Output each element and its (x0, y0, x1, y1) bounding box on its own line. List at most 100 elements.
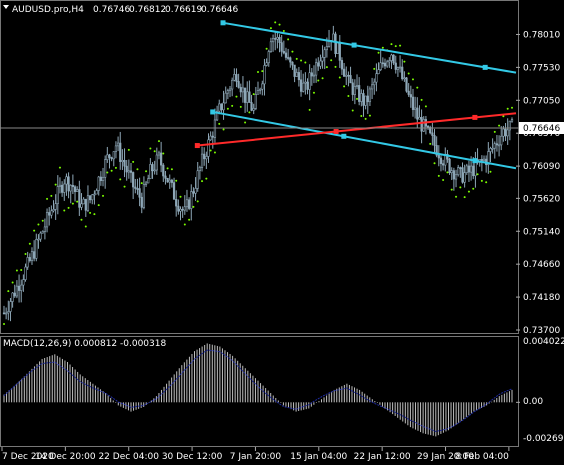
candle-body (142, 184, 146, 208)
sar-dot (265, 47, 268, 50)
candle-body (299, 79, 303, 92)
candle-body (398, 66, 402, 69)
price-pane[interactable] (0, 0, 519, 334)
sar-dot (429, 142, 432, 145)
candle-body (121, 160, 124, 162)
candle-body (510, 119, 514, 122)
sar-dot (205, 177, 208, 180)
trend-handle[interactable] (194, 143, 200, 149)
sar-dot (343, 85, 346, 88)
candle-body (480, 159, 483, 161)
candle-body (362, 93, 365, 106)
candle-body (336, 41, 339, 54)
candle-body (97, 176, 100, 191)
candle-body (364, 95, 367, 106)
candle-body (104, 159, 107, 178)
close-value: 0.76646 (201, 5, 238, 15)
trend-handle[interactable] (472, 114, 478, 120)
candle-body (166, 177, 169, 183)
candle-body (181, 208, 184, 211)
channel-upper-handle[interactable] (220, 20, 226, 26)
candle-body (293, 64, 296, 77)
candle-body (101, 176, 105, 182)
candle-body (448, 158, 451, 174)
sar-dot (300, 59, 303, 62)
sar-dot (502, 115, 505, 118)
candle-body (26, 257, 29, 268)
sar-dot (76, 200, 79, 203)
sar-dot (493, 130, 496, 133)
candle-body (414, 107, 417, 110)
sar-dot (480, 179, 483, 182)
candle-body (407, 90, 410, 95)
sar-dot (102, 194, 105, 197)
candle-body (439, 157, 443, 164)
candle-body (487, 151, 490, 166)
candle-body (80, 203, 83, 208)
time-tick-label: 22 Jan 12:00 (354, 452, 411, 462)
time-tick-label: 14 Dec 20:00 (35, 452, 96, 462)
channel-lower-handle[interactable] (210, 109, 216, 115)
sar-dot (351, 109, 354, 112)
candle-body (394, 62, 397, 70)
candle-body (125, 165, 128, 173)
sar-dot (162, 152, 165, 155)
sar-dot (37, 223, 40, 226)
sar-dot (390, 43, 393, 46)
candle-body (123, 160, 126, 167)
candle-body (28, 257, 31, 261)
drawn-lines[interactable] (194, 20, 517, 170)
candle-body (291, 61, 294, 66)
channel-lower-line[interactable] (212, 110, 517, 170)
sar-dot (261, 70, 264, 73)
channel-lower-handle[interactable] (341, 133, 347, 139)
sar-dot (489, 170, 492, 173)
candle-body (91, 194, 94, 201)
time-tick-label: 7 Jan 20:00 (230, 452, 282, 462)
candle-body (190, 191, 193, 209)
candle-body (155, 154, 158, 171)
sar-dot (321, 77, 324, 80)
candle-body (381, 62, 384, 65)
candle-body (224, 92, 227, 104)
sar-dot (58, 166, 61, 169)
sar-dot (269, 27, 272, 30)
candle-body (151, 164, 154, 172)
candle-body (319, 60, 322, 67)
candle-body (409, 94, 412, 98)
candle-body (63, 183, 66, 193)
sar-dot (136, 168, 139, 171)
sar-dot (3, 323, 5, 326)
dropdown-triangle-icon[interactable] (3, 5, 9, 9)
parabolic-sar-dots (3, 21, 513, 326)
channel-lower-handle[interactable] (472, 158, 478, 164)
sar-dot (15, 269, 18, 272)
candle-body (287, 57, 290, 59)
candle-body (401, 66, 404, 80)
sar-dot (153, 150, 156, 153)
candle-body (22, 279, 25, 286)
candle-body (465, 165, 468, 173)
trend-line[interactable] (197, 112, 517, 147)
candle-body (50, 210, 53, 216)
channel-upper-handle[interactable] (351, 42, 357, 48)
candle-body (162, 164, 165, 177)
candle-body (99, 176, 102, 182)
trend-handle[interactable] (333, 128, 339, 134)
candle-body (71, 184, 74, 188)
candle-body (433, 135, 436, 146)
channel-upper-line[interactable] (222, 21, 517, 74)
candle-body (112, 151, 115, 160)
channel-upper-handle[interactable] (482, 64, 488, 70)
macd-pane[interactable] (0, 336, 519, 447)
candle-body (265, 62, 268, 66)
candle-body (136, 188, 139, 190)
candle-body (35, 239, 38, 259)
candle-body (200, 153, 204, 168)
candle-body (403, 77, 406, 80)
sar-dot (416, 86, 419, 89)
price-axis[interactable]: 0.78010 0.77530 0.77050 0.76570 0.76090 0.756… (516, 30, 560, 336)
sar-dot (360, 114, 363, 117)
